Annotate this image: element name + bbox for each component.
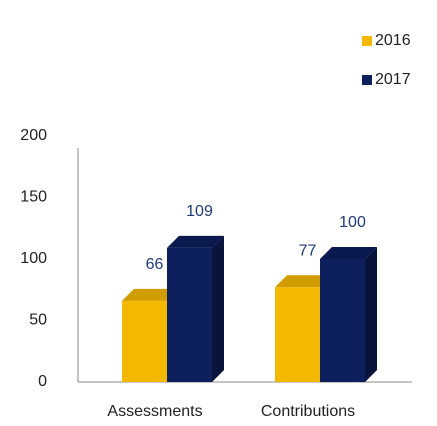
- y-tick-label: 0: [38, 373, 47, 390]
- value-label: 100: [339, 214, 366, 231]
- y-tick-label: 200: [20, 127, 47, 144]
- y-tick-label: 100: [20, 250, 47, 267]
- legend-swatch: [362, 75, 372, 85]
- y-tick-label: 50: [29, 312, 47, 329]
- value-label: 66: [146, 256, 164, 273]
- legend-label: 2017: [375, 71, 411, 88]
- bar: [320, 247, 377, 382]
- value-label: 77: [299, 243, 317, 260]
- value-label: 109: [186, 203, 213, 220]
- x-tick-label: Contributions: [261, 403, 355, 420]
- legend-label: 2016: [375, 32, 411, 49]
- bar: [167, 235, 224, 382]
- x-tick-label: Assessments: [107, 403, 202, 420]
- legend-swatch: [362, 36, 372, 46]
- y-tick-label: 150: [20, 189, 47, 206]
